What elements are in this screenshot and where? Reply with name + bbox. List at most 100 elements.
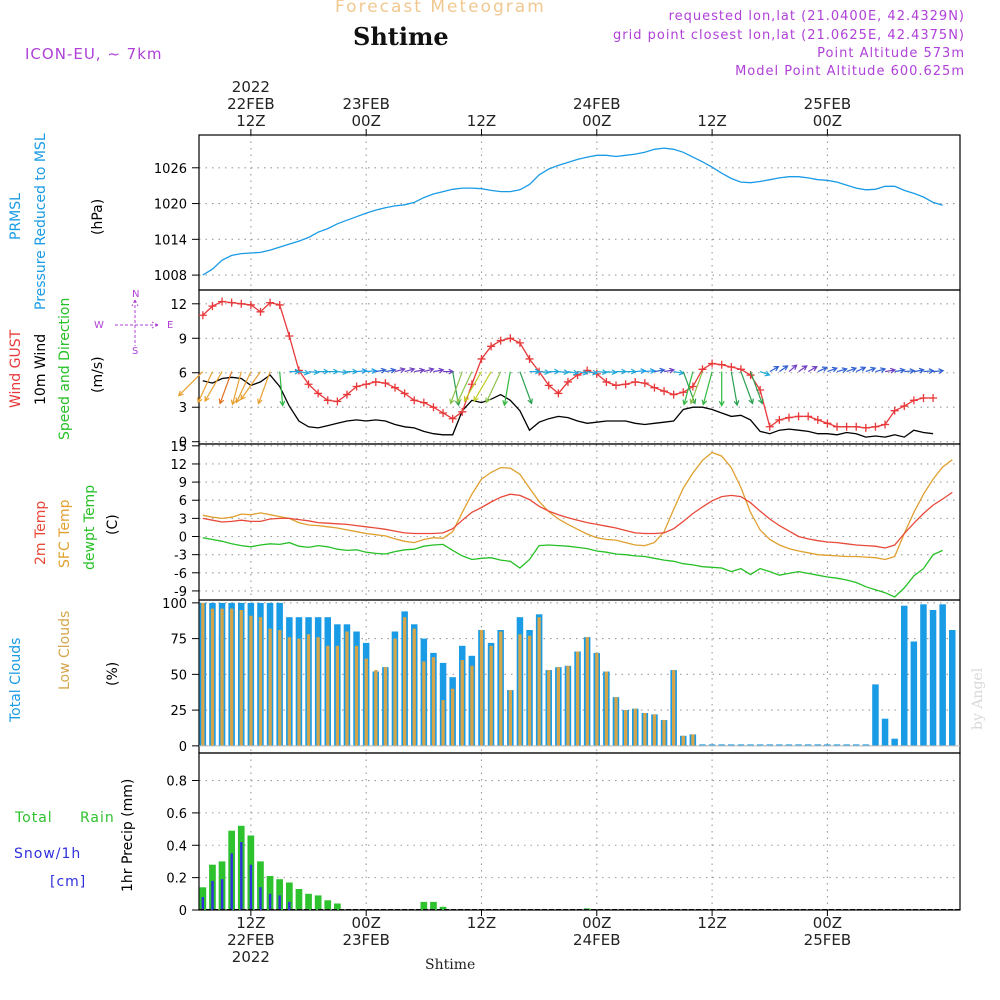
footer-location: Shtime: [425, 957, 476, 973]
clouds-ytick-label: 25: [170, 704, 187, 719]
total-cloud-bar: [881, 718, 889, 746]
total-cloud-bar: [718, 744, 725, 746]
gust-marker: [554, 389, 563, 398]
bottom-time-label: 24FEB: [573, 931, 620, 949]
gust-marker: [304, 380, 313, 389]
total-cloud-bar: [891, 738, 898, 746]
gust-marker: [544, 381, 553, 390]
snow-bar: [249, 864, 253, 910]
total-cloud-bar: [814, 744, 821, 746]
rain-bar: [266, 876, 274, 910]
gust-marker: [352, 382, 361, 391]
wind-direction-arrow: [663, 367, 676, 374]
wind-direction-arrow: [456, 371, 473, 404]
wind-direction-arrow: [827, 366, 838, 373]
gust-marker: [362, 380, 371, 389]
wind-speed-line: [202, 374, 934, 438]
dewpt-label: dewpt Temp: [82, 484, 98, 570]
low-cloud-bar: [268, 628, 272, 746]
low-cloud-bar: [230, 608, 234, 746]
total-clouds-label: Total Clouds: [8, 637, 24, 722]
low-cloud-bar: [220, 608, 224, 746]
snow-unit-label: [cm]: [50, 874, 87, 890]
compass-e: E: [167, 320, 174, 331]
low-cloud-bar: [672, 670, 676, 746]
gust-marker: [833, 422, 842, 431]
bottom-time-label: 22FEB: [227, 931, 274, 949]
gust-marker: [246, 300, 255, 309]
wind-direction-arrow: [846, 366, 858, 373]
gust-marker: [371, 377, 380, 386]
low-cloud-bar: [441, 700, 445, 746]
wind-direction-arrow: [567, 369, 580, 376]
wind-direction-arrow: [689, 371, 704, 405]
compass-s: S: [132, 346, 139, 357]
gust-marker: [381, 379, 390, 388]
gust-marker: [439, 408, 448, 417]
snow-label: Snow/1h: [14, 846, 82, 862]
wind-ytick-label: 0: [179, 436, 187, 451]
wind-ytick-label: 12: [170, 298, 187, 313]
low-cloud-bar: [431, 657, 436, 746]
pressure-ytick-label: 1026: [154, 162, 187, 177]
wind-direction-arrow: [616, 368, 628, 375]
temp-ytick-label: 0: [179, 531, 187, 546]
low-clouds-label: Low Clouds: [57, 610, 73, 690]
total-cloud-bar: [776, 744, 783, 746]
wind-direction-arrow: [904, 368, 916, 374]
gust-marker: [823, 419, 832, 428]
wind-direction-arrow: [337, 369, 349, 376]
low-cloud-bar: [403, 617, 407, 746]
temp2m-line: [202, 491, 953, 549]
gust-marker: [727, 363, 736, 371]
low-cloud-bar: [652, 714, 657, 746]
gust-marker: [275, 300, 284, 309]
wind-direction-arrow: [894, 367, 906, 374]
gust-marker: [496, 336, 505, 345]
low-cloud-bar: [239, 610, 243, 746]
wind-direction-arrow: [177, 371, 204, 397]
total-cloud-bar: [901, 605, 908, 746]
top-time-label: 25FEB: [804, 95, 851, 113]
total-cloud-bar: [853, 744, 860, 746]
gust-marker: [919, 394, 928, 403]
wind-direction-arrow: [596, 369, 609, 376]
clouds-unit: (%): [105, 661, 121, 686]
wind-direction-arrow: [449, 371, 463, 405]
clouds-ytick-label: 75: [170, 633, 187, 648]
low-cloud-bar: [527, 635, 532, 746]
snow-bar: [278, 895, 281, 910]
wind-direction-arrow: [218, 371, 233, 405]
snow-bar: [211, 880, 214, 910]
precip-unit: 1hr Precip (mm): [120, 778, 136, 892]
pressure-ytick-label: 1008: [154, 269, 187, 284]
sfc-temp-line: [202, 451, 953, 561]
low-cloud-bar: [518, 634, 522, 746]
low-cloud-bar: [460, 660, 464, 746]
temp-ytick-label: 12: [170, 458, 187, 473]
temp-ytick-label: 6: [179, 494, 187, 509]
gust-marker: [640, 379, 649, 388]
snow-bar: [268, 893, 272, 910]
bottom-time-label: 25FEB: [804, 931, 851, 949]
point-altitude: Point Altitude 573m: [817, 46, 965, 61]
wind-direction-arrow: [204, 371, 223, 403]
low-cloud-bar: [364, 658, 368, 746]
low-cloud-bar: [633, 708, 637, 746]
gust-label: Wind GUST: [8, 329, 24, 408]
gust-marker: [227, 298, 236, 307]
rain-bar: [439, 906, 447, 910]
total-cloud-bar: [910, 641, 918, 746]
temp-ytick-label: -6: [174, 567, 187, 582]
low-cloud-bar: [489, 645, 493, 746]
wind-direction-arrow: [356, 368, 368, 374]
temp-unit: (C): [105, 514, 121, 535]
wind-direction-arrow: [635, 368, 647, 374]
low-cloud-bar: [451, 688, 455, 746]
gust-marker: [765, 422, 774, 431]
gust-marker: [314, 389, 323, 398]
wind-ytick-label: 3: [179, 401, 187, 416]
low-cloud-bar: [335, 645, 339, 746]
rain-bar: [420, 901, 428, 910]
gust-marker: [525, 354, 534, 363]
